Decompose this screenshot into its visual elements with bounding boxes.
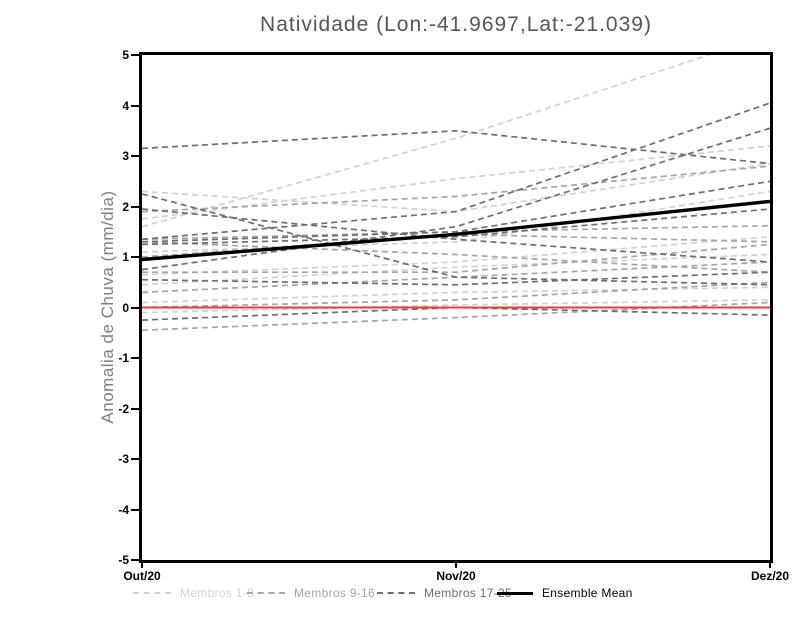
ensemble-mean-line <box>142 199 770 262</box>
x-axis-tick <box>769 561 771 568</box>
y-tick-label: 4 <box>122 98 129 113</box>
y-axis-tick <box>131 155 139 157</box>
y-axis-tick <box>131 256 139 258</box>
chart-title: Natividade (Lon:-41.9697,Lat:-21.039) <box>260 13 652 36</box>
y-axis-tick <box>131 104 139 107</box>
legend-dashed-line-sample <box>377 592 415 594</box>
y-tick-label: 0 <box>122 300 129 315</box>
legend-label: Membros 17-25 <box>424 586 512 600</box>
plot-area <box>139 52 773 563</box>
ensemble-member-line <box>142 208 770 263</box>
y-axis-tick <box>131 54 139 56</box>
x-tick-label: Dez/20 <box>750 569 790 583</box>
y-tick-label: 3 <box>122 149 129 163</box>
y-axis-tick <box>131 559 139 561</box>
x-axis-tick <box>455 561 457 568</box>
legend-label: Membros 9-16 <box>294 586 375 600</box>
ensemble-member-line <box>142 55 712 228</box>
legend-item: Membros 17-25 <box>377 585 512 601</box>
ensemble-member-line <box>142 162 770 213</box>
y-axis-tick <box>131 508 139 511</box>
plot-lines-canvas <box>142 55 770 332</box>
y-axis-tick <box>131 205 139 208</box>
y-tick-label: 2 <box>122 199 129 214</box>
legend-dashed-line-sample <box>133 592 171 594</box>
ensemble-member-line <box>142 235 770 276</box>
y-axis-tick <box>131 306 139 309</box>
legend-dashed-line-sample <box>247 592 285 594</box>
ensemble-member-line <box>142 193 770 286</box>
ensemble-member-line <box>142 253 770 286</box>
ensemble-member-line <box>142 127 770 271</box>
legend-item: Membros 1-8 <box>133 585 254 601</box>
legend-label: Membros 1-8 <box>180 586 254 600</box>
x-tick-label: Out/20 <box>123 569 161 583</box>
y-tick-label: 1 <box>122 250 129 264</box>
legend: Membros 1-8 Membros 9-16 Membros 17-25 Ense… <box>0 585 800 605</box>
y-axis-tick <box>131 407 139 410</box>
ensemble-member-line <box>142 180 770 243</box>
y-tick-label: -1 <box>118 351 129 365</box>
legend-item: Membros 9-16 <box>247 585 375 601</box>
y-axis-tick <box>131 357 139 359</box>
y-tick-label: -5 <box>118 553 129 567</box>
y-tick-label: -4 <box>118 502 129 517</box>
ensemble-member-line <box>142 165 770 213</box>
y-tick-label: -3 <box>118 452 129 466</box>
ensemble-member-line <box>142 145 770 220</box>
y-tick-label: -2 <box>118 401 129 416</box>
ensemble-member-line <box>142 281 770 309</box>
ensemble-member-line <box>142 102 770 241</box>
x-axis-tick <box>141 561 143 568</box>
ensemble-member-line <box>142 129 770 165</box>
legend-label: Ensemble Mean <box>542 586 633 600</box>
legend-item: Ensemble Mean <box>497 585 633 601</box>
ensemble-member-line <box>142 208 770 246</box>
legend-solid-line-sample <box>497 591 533 595</box>
ensemble-member-line <box>142 271 770 286</box>
x-tick-label: Nov/20 <box>436 569 476 583</box>
ensemble-member-line <box>142 299 770 314</box>
y-tick-label: 5 <box>122 48 129 62</box>
y-axis-tick <box>131 458 139 460</box>
